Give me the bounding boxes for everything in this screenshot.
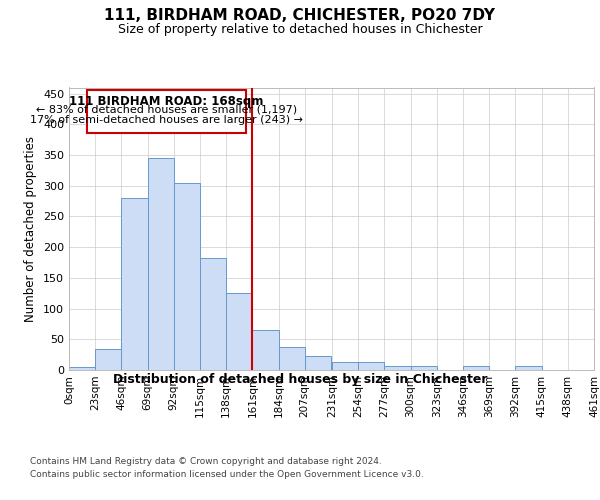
Bar xyxy=(95,348,121,370)
Text: ← 83% of detached houses are smaller (1,197): ← 83% of detached houses are smaller (1,… xyxy=(36,104,297,115)
Text: Contains HM Land Registry data © Crown copyright and database right 2024.: Contains HM Land Registry data © Crown c… xyxy=(30,458,382,466)
Bar xyxy=(358,362,385,370)
Text: 111, BIRDHAM ROAD, CHICHESTER, PO20 7DY: 111, BIRDHAM ROAD, CHICHESTER, PO20 7DY xyxy=(104,8,496,22)
Bar xyxy=(226,293,253,370)
Bar xyxy=(278,348,305,370)
Text: Distribution of detached houses by size in Chichester: Distribution of detached houses by size … xyxy=(113,372,487,386)
Bar xyxy=(174,182,200,370)
Bar xyxy=(463,366,489,370)
Bar xyxy=(305,356,331,370)
Bar xyxy=(410,366,437,370)
Bar xyxy=(69,367,95,370)
Bar xyxy=(253,330,278,370)
Bar xyxy=(200,258,226,370)
Text: 111 BIRDHAM ROAD: 168sqm: 111 BIRDHAM ROAD: 168sqm xyxy=(69,95,263,108)
Bar xyxy=(515,366,542,370)
Bar xyxy=(332,362,358,370)
Y-axis label: Number of detached properties: Number of detached properties xyxy=(25,136,37,322)
Text: Contains public sector information licensed under the Open Government Licence v3: Contains public sector information licen… xyxy=(30,470,424,479)
Bar xyxy=(148,158,174,370)
Bar xyxy=(385,366,410,370)
FancyBboxPatch shape xyxy=(87,90,245,133)
Text: Size of property relative to detached houses in Chichester: Size of property relative to detached ho… xyxy=(118,22,482,36)
Bar xyxy=(121,198,148,370)
Text: 17% of semi-detached houses are larger (243) →: 17% of semi-detached houses are larger (… xyxy=(30,114,303,124)
